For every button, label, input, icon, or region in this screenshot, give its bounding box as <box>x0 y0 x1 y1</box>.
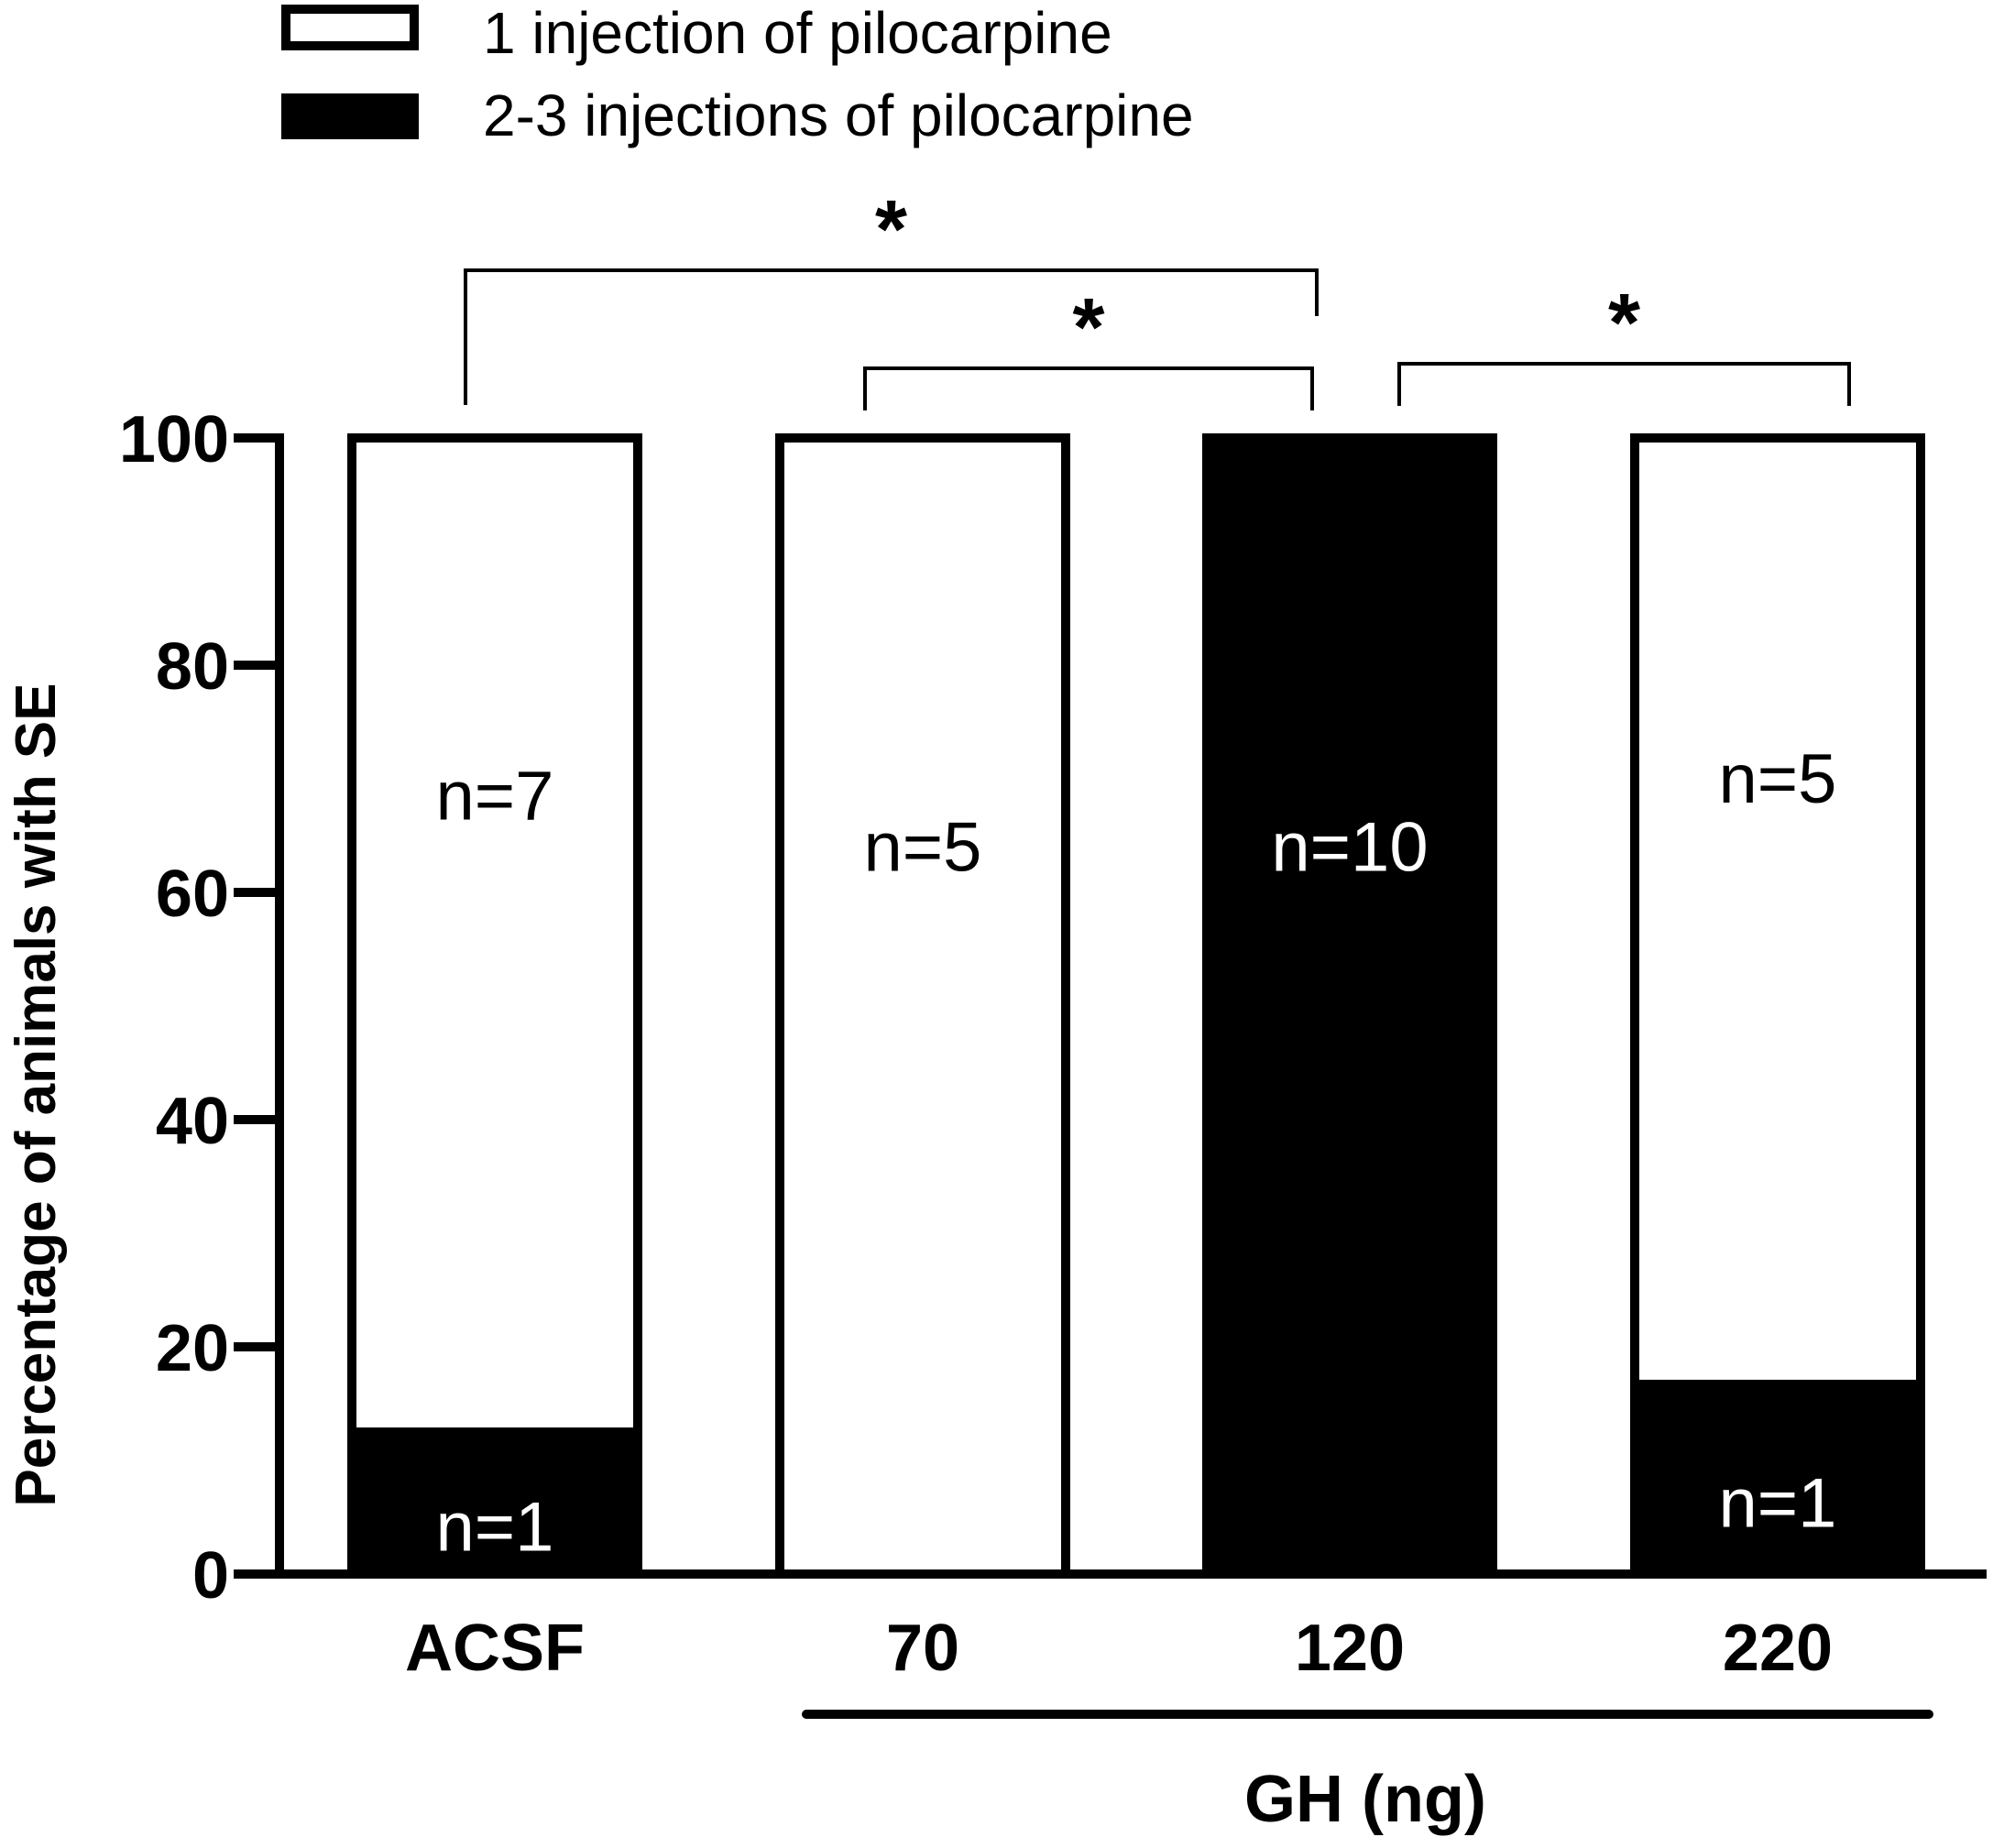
bar-120-multi-injection <box>1202 433 1497 1574</box>
y-tick-label-80: 80 <box>156 630 229 704</box>
y-tick-label-40: 40 <box>156 1085 229 1158</box>
legend: 1 injection of pilocarpine 2-3 injection… <box>281 0 1194 148</box>
bar-ACSF-multi-injection <box>347 1427 642 1574</box>
n-label-70-one: n=5 <box>864 808 982 886</box>
plot-area: 0 20 40 60 80 100 n=1 n=7 ACSF n=5 70 n=10 120 n=1 n=5… <box>119 184 1987 1685</box>
y-axis-label: Percentage of animals with SE <box>5 683 68 1506</box>
significance-bracket-ACSF-120 <box>464 268 1319 405</box>
x-tick-label-120: 120 <box>1295 1612 1405 1685</box>
bar-70-one-injection <box>775 433 1070 1579</box>
bar-220-one-injection <box>1630 433 1925 1389</box>
significance-bracket-70-120 <box>863 366 1314 410</box>
n-label-120-multi: n=10 <box>1271 808 1428 886</box>
x-axis-label: GH (ng) <box>1244 1763 1486 1836</box>
y-tick-label-100: 100 <box>119 403 229 476</box>
legend-label-one-injection: 1 injection of pilocarpine <box>483 0 1112 66</box>
n-label-ACSF-multi: n=1 <box>436 1489 554 1567</box>
x-tick-label-ACSF: ACSF <box>405 1612 585 1685</box>
n-label-ACSF-one: n=7 <box>436 758 554 836</box>
y-tick-label-60: 60 <box>156 858 229 931</box>
x-tick-label-70: 70 <box>886 1612 959 1685</box>
legend-swatch-one-injection <box>281 5 419 50</box>
significance-star-120-220: * <box>1608 278 1640 369</box>
y-tick-label-0: 0 <box>192 1539 229 1613</box>
x-tick-label-220: 220 <box>1723 1612 1833 1685</box>
legend-label-multi-injection: 2-3 injections of pilocarpine <box>483 82 1194 148</box>
significance-star-ACSF-120: * <box>875 184 907 276</box>
n-label-220-one: n=5 <box>1719 740 1837 818</box>
significance-bracket-120-220 <box>1397 362 1851 406</box>
y-tick-label-20: 20 <box>156 1312 229 1385</box>
n-label-220-multi: n=1 <box>1719 1464 1837 1542</box>
bar-220-multi-injection <box>1630 1379 1925 1574</box>
bar-ACSF-one-injection <box>347 433 642 1437</box>
significance-star-70-120: * <box>1072 282 1104 374</box>
legend-swatch-multi-injection <box>281 93 419 139</box>
